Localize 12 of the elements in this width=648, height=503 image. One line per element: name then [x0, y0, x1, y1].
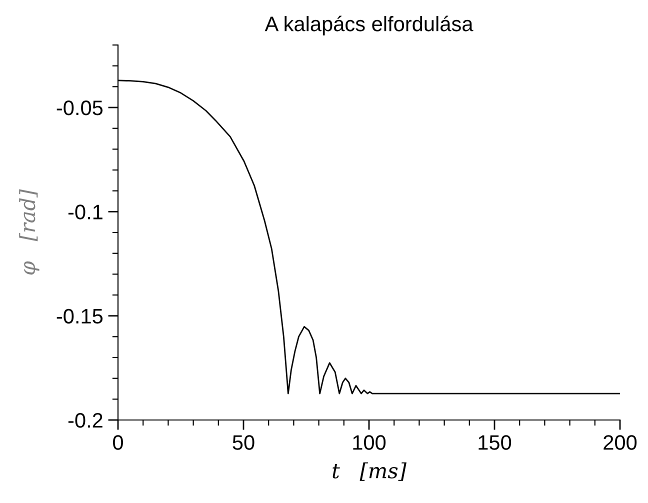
- x-tick-label: 200: [604, 435, 637, 450]
- y-tick-label: -0.2: [68, 413, 102, 428]
- x-axis-title: t [ms]: [332, 462, 406, 481]
- y-tick-label: -0.05: [56, 100, 103, 116]
- y-axis-title: φ [rad]: [19, 189, 40, 275]
- y-tick-label: -0.15: [56, 308, 103, 324]
- x-tick-label: 50: [232, 435, 254, 450]
- chart-title: A kalapács elfordulása: [264, 16, 474, 36]
- x-tick-label: 150: [478, 435, 512, 450]
- y-tick-label: -0.1: [68, 204, 102, 220]
- x-tick-label: 0: [113, 435, 123, 450]
- x-tick-label: 100: [353, 435, 386, 450]
